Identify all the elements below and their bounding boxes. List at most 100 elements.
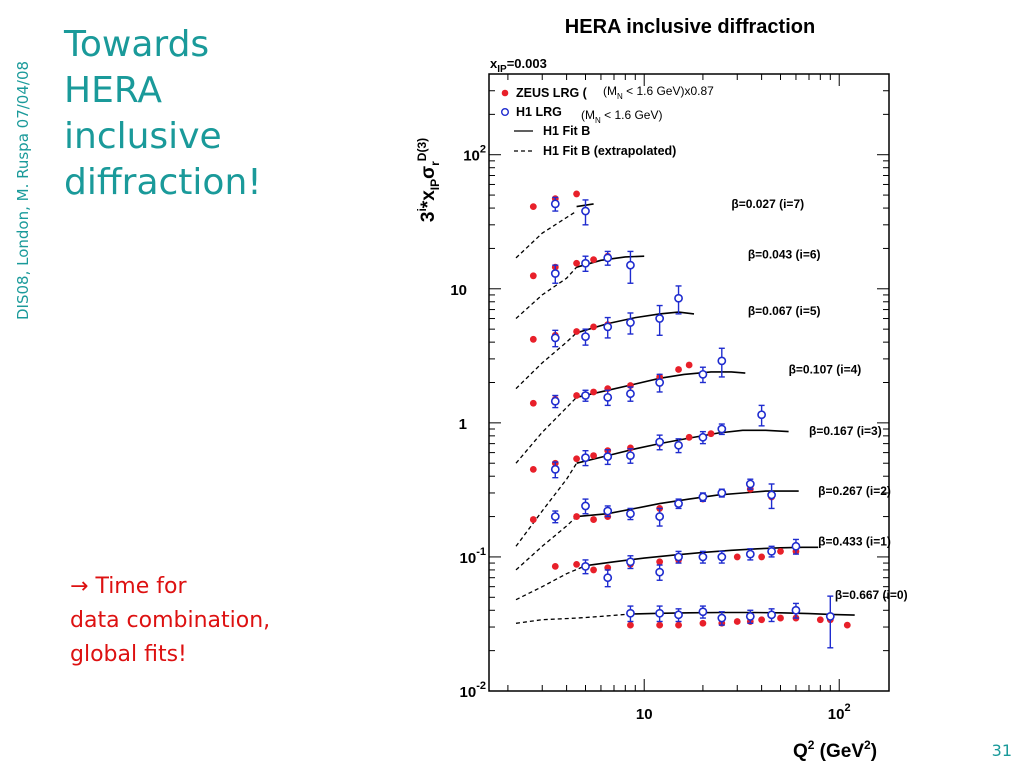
zeus-point bbox=[590, 452, 597, 459]
zeus-point bbox=[573, 513, 580, 520]
h1-point bbox=[581, 453, 590, 463]
h1-point bbox=[626, 318, 635, 327]
y-tick-label: 10-2 bbox=[460, 680, 486, 701]
h1-point bbox=[655, 378, 665, 387]
fit-extrapolated-line bbox=[515, 266, 578, 319]
zeus-point bbox=[573, 560, 580, 568]
fit-extrapolated-line bbox=[515, 565, 586, 601]
page-number: 31 bbox=[991, 741, 1012, 760]
conclusion-note-line-3: global fits! bbox=[70, 642, 187, 667]
legend-h1-marker bbox=[501, 107, 510, 116]
svg-text:3i*xIPσrD(3): 3i*xIPσrD(3) bbox=[415, 138, 442, 222]
h1-point bbox=[626, 557, 635, 567]
h1-point bbox=[581, 332, 590, 341]
legend-zeus-marker bbox=[501, 89, 509, 97]
x-axis-label: Q2 (GeV2) bbox=[793, 738, 877, 762]
beta-series-5: β=0.267 (i=2) bbox=[515, 478, 891, 571]
fit-extrapolated-line bbox=[515, 613, 631, 624]
h1-point bbox=[767, 490, 776, 500]
h1-point bbox=[603, 253, 613, 263]
zeus-point bbox=[573, 328, 580, 335]
h1-point bbox=[626, 451, 635, 460]
zeus-point bbox=[590, 256, 597, 264]
zeus-point bbox=[758, 553, 766, 561]
zeus-point bbox=[656, 558, 664, 566]
axes-layer: 10-2 10-1 1 10 102 10 102 bbox=[450, 73, 889, 723]
fit-extrapolated-line bbox=[515, 396, 578, 464]
h1-point bbox=[626, 608, 635, 618]
zeus-point bbox=[529, 203, 537, 211]
zeus-point bbox=[590, 388, 597, 396]
h1-point bbox=[603, 506, 613, 516]
legend-zeus-label: ZEUS LRG ( bbox=[516, 86, 588, 100]
h1-point bbox=[550, 464, 560, 474]
y-tick-label: 10-1 bbox=[460, 546, 486, 567]
zeus-point bbox=[843, 621, 851, 629]
h1-point bbox=[603, 392, 613, 402]
h1-point bbox=[626, 389, 635, 399]
legend-fit-extrap-label: H1 Fit B (extrapolated) bbox=[543, 144, 676, 158]
fit-extrapolated-line bbox=[515, 332, 578, 390]
zeus-point bbox=[627, 621, 634, 629]
y-tick-label: 1 bbox=[459, 416, 467, 433]
zeus-point bbox=[733, 553, 741, 561]
h1-point bbox=[655, 437, 665, 447]
zeus-point bbox=[529, 399, 537, 407]
beta-series-3: β=0.107 (i=4) bbox=[515, 347, 862, 464]
beta-label: β=0.043 (i=6) bbox=[748, 248, 821, 262]
beta-label: β=0.667 (i=0) bbox=[835, 588, 908, 602]
h1-point bbox=[655, 314, 665, 323]
zeus-point bbox=[675, 366, 682, 373]
zeus-point bbox=[573, 455, 580, 463]
zeus-point bbox=[529, 516, 537, 523]
h1-point bbox=[626, 509, 635, 519]
h1-point bbox=[581, 561, 590, 571]
zeus-point bbox=[573, 259, 580, 267]
y-tick-label: 102 bbox=[463, 144, 486, 165]
zeus-point bbox=[733, 618, 741, 625]
h1-point bbox=[767, 610, 776, 620]
zeus-point bbox=[573, 392, 580, 399]
h1-point bbox=[717, 552, 727, 562]
h1-point bbox=[550, 199, 560, 209]
zeus-point bbox=[529, 335, 537, 343]
zeus-point bbox=[590, 566, 597, 574]
zeus-point bbox=[627, 444, 634, 452]
beta-series-6: β=0.433 (i=1) bbox=[515, 535, 891, 601]
h1-point bbox=[581, 258, 590, 268]
zeus-point bbox=[675, 621, 682, 629]
y-tick-label: 10 bbox=[450, 282, 467, 299]
h1-point bbox=[603, 573, 613, 583]
beta-label: β=0.107 (i=4) bbox=[789, 363, 862, 377]
conclusion-note: → Time for data combination, global fits… bbox=[70, 570, 330, 672]
h1-point bbox=[717, 613, 727, 623]
conclusion-note-line-1: → Time for bbox=[70, 570, 330, 604]
svg-text:Q2 (GeV2): Q2 (GeV2) bbox=[793, 738, 877, 762]
beta-label: β=0.433 (i=1) bbox=[818, 535, 891, 549]
h1-point bbox=[717, 424, 727, 434]
legend-h1-label: H1 LRG bbox=[516, 105, 562, 119]
fit-extrapolated-line bbox=[515, 462, 578, 547]
zeus-point bbox=[758, 616, 766, 624]
x-tick-label: 102 bbox=[828, 702, 851, 723]
h1-point bbox=[674, 610, 683, 620]
h1-point bbox=[698, 492, 708, 502]
zeus-point bbox=[685, 361, 693, 369]
h1-point bbox=[550, 333, 560, 343]
h1-point bbox=[603, 322, 613, 332]
legend-h1-extra: (MN < 1.6 GeV) bbox=[581, 108, 662, 125]
conclusion-note-line-2: data combination, bbox=[70, 608, 271, 633]
h1-point bbox=[674, 499, 683, 508]
zeus-point bbox=[590, 516, 597, 523]
beta-label: β=0.267 (i=2) bbox=[818, 484, 891, 498]
slide-title-line-3: inclusive bbox=[64, 116, 222, 157]
h1-point bbox=[550, 396, 560, 406]
slide-title: Towards HERA inclusive diffraction! bbox=[64, 22, 364, 206]
plot-frame bbox=[488, 73, 890, 692]
zeus-point bbox=[777, 614, 784, 622]
beta-series-0: β=0.027 (i=7) bbox=[515, 190, 804, 259]
h1-point bbox=[698, 369, 708, 379]
h1-point bbox=[674, 293, 683, 303]
h1-point bbox=[757, 410, 767, 420]
